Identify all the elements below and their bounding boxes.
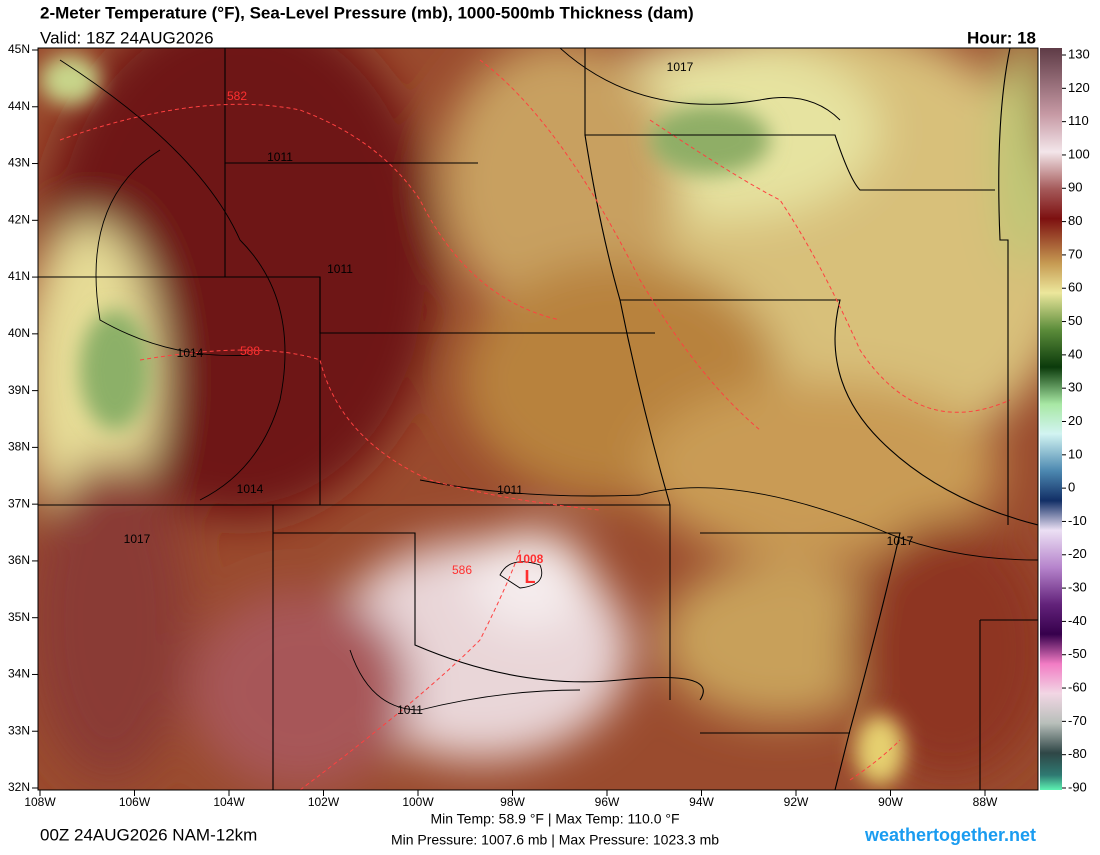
lat-label: 34N bbox=[8, 667, 30, 681]
lon-label: 88W bbox=[973, 795, 998, 809]
lon-label: 96W bbox=[595, 795, 620, 809]
isobar-label: 1017 bbox=[667, 60, 694, 74]
lat-label: 38N bbox=[8, 440, 30, 454]
lat-label: 35N bbox=[8, 610, 30, 624]
lon-label: 94W bbox=[689, 795, 714, 809]
thickness-label: 586 bbox=[452, 563, 472, 577]
colorbar-label: 80 bbox=[1068, 213, 1082, 228]
lat-label: 45N bbox=[8, 42, 30, 56]
colorbar-label: 110 bbox=[1068, 113, 1089, 128]
colorbar-label: -20 bbox=[1068, 546, 1087, 561]
colorbar-label: -80 bbox=[1068, 746, 1087, 761]
lon-label: 90W bbox=[878, 795, 903, 809]
lon-label: 108W bbox=[24, 795, 56, 809]
isobar-label: 1011 bbox=[497, 483, 523, 497]
colorbar-label: -60 bbox=[1068, 679, 1087, 694]
isobar-label: 1017 bbox=[124, 532, 151, 546]
lat-label: 44N bbox=[8, 99, 30, 113]
valid-time: Valid: 18Z 24AUG2026 bbox=[40, 28, 214, 47]
colorbar-label: 90 bbox=[1068, 180, 1082, 195]
lon-label: 92W bbox=[784, 795, 809, 809]
colorbar-label: 120 bbox=[1068, 80, 1090, 95]
colorbar-label: 60 bbox=[1068, 280, 1082, 295]
colorbar-label: -40 bbox=[1068, 613, 1087, 628]
forecast-hour: Hour: 18 bbox=[967, 28, 1036, 47]
map-field bbox=[38, 48, 1038, 790]
lat-label: 41N bbox=[8, 269, 30, 283]
isobar-label: 1017 bbox=[887, 534, 914, 548]
lat-label: 36N bbox=[8, 553, 30, 567]
lat-label: 39N bbox=[8, 383, 30, 397]
lat-label: 40N bbox=[8, 326, 30, 340]
isobar-label: 1008 bbox=[517, 552, 544, 566]
lat-label: 33N bbox=[8, 723, 30, 737]
colorbar-label: 20 bbox=[1068, 413, 1082, 428]
colorbar-label: 30 bbox=[1068, 380, 1082, 395]
colorbar-label: 50 bbox=[1068, 313, 1082, 328]
lon-label: 104W bbox=[213, 795, 245, 809]
colorbar-label: 10 bbox=[1068, 446, 1082, 461]
lon-label: 102W bbox=[308, 795, 340, 809]
isobar-label: 1011 bbox=[267, 150, 293, 164]
colorbar bbox=[1040, 48, 1062, 790]
thickness-label: 588 bbox=[240, 344, 260, 358]
colorbar-label: 130 bbox=[1068, 46, 1090, 61]
lon-label: 106W bbox=[119, 795, 151, 809]
pressure-range: Min Pressure: 1007.6 mb | Max Pressure: … bbox=[391, 832, 719, 848]
isobar-label: 1014 bbox=[177, 346, 204, 360]
model-run: 00Z 24AUG2026 NAM-12km bbox=[40, 825, 257, 844]
colorbar-label: -70 bbox=[1068, 713, 1087, 728]
site-credit: weathertogether.net bbox=[864, 825, 1036, 845]
isobar-label: 1014 bbox=[237, 482, 264, 496]
colorbar-label: 100 bbox=[1068, 146, 1090, 161]
lat-label: 43N bbox=[8, 156, 30, 170]
lat-label: 37N bbox=[8, 496, 30, 510]
lat-label: 32N bbox=[8, 780, 30, 794]
thickness-label: 582 bbox=[227, 89, 247, 103]
colorbar-label: -30 bbox=[1068, 580, 1087, 595]
colorbar-label: -10 bbox=[1068, 513, 1087, 528]
colorbar-label: -50 bbox=[1068, 646, 1087, 661]
title: 2-Meter Temperature (°F), Sea-Level Pres… bbox=[40, 3, 694, 22]
isobar-label: 1011 bbox=[397, 703, 423, 717]
colorbar-label: 40 bbox=[1068, 346, 1082, 361]
map-frame bbox=[37, 47, 1039, 791]
colorbar-label: -90 bbox=[1068, 779, 1087, 794]
lon-label: 98W bbox=[500, 795, 525, 809]
lat-label: 42N bbox=[8, 212, 30, 226]
low-pressure-marker: L bbox=[525, 567, 536, 587]
lon-label: 100W bbox=[402, 795, 434, 809]
colorbar-label: 70 bbox=[1068, 246, 1082, 261]
isobar-label: 1011 bbox=[327, 262, 353, 276]
colorbar-label: 0 bbox=[1068, 480, 1075, 495]
temp-range: Min Temp: 58.9 °F | Max Temp: 110.0 °F bbox=[430, 811, 679, 827]
